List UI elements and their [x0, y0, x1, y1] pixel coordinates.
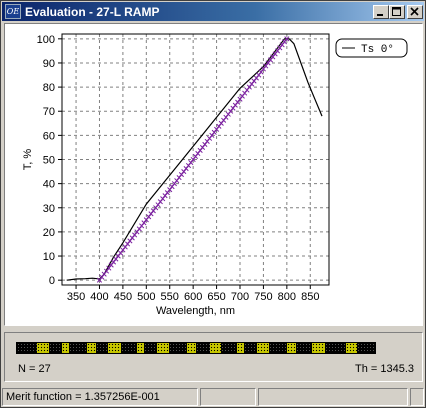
layer-segment	[295, 343, 313, 353]
plot-panel: 350 400 450 500 550 600 650 700 750 800 850 0 10 20 3…	[4, 23, 423, 326]
layer-segment	[196, 343, 211, 353]
y-tick-label: 40	[43, 179, 55, 191]
status-cell-3	[258, 388, 408, 406]
layer-segment	[17, 343, 38, 353]
y-axis-label: T, %	[22, 149, 34, 171]
layer-structure-bar[interactable]	[16, 342, 376, 354]
app-icon[interactable]: OE	[5, 4, 21, 19]
x-tick-label: 850	[301, 291, 319, 303]
layer-segment	[311, 343, 326, 353]
y-tick-label: 30	[43, 203, 55, 215]
y-tick-label: 10	[43, 251, 55, 263]
layer-segment	[236, 343, 245, 353]
layer-segment	[157, 343, 170, 353]
x-tick-label: 550	[161, 291, 179, 303]
x-tick-label: 650	[207, 291, 225, 303]
layer-segment	[62, 343, 70, 353]
x-tick-label: 350	[67, 291, 85, 303]
layer-segment	[345, 343, 358, 353]
layer-segment	[325, 343, 347, 353]
total-thickness: Th = 1345.3	[354, 363, 414, 375]
transmittance-chart[interactable]: 350 400 450 500 550 600 650 700 750 800 850 0 10 20 3…	[5, 24, 422, 325]
y-tick-label: 0	[49, 275, 55, 287]
y-tick-label: 80	[43, 82, 55, 94]
x-tick-label: 400	[90, 291, 108, 303]
maximize-icon	[392, 7, 401, 16]
target-marker	[284, 36, 290, 42]
layer-segment	[121, 343, 138, 353]
x-tick-label: 450	[114, 291, 132, 303]
layer-segment	[209, 343, 222, 353]
y-tick-label: 90	[43, 58, 55, 70]
layer-segment	[243, 343, 258, 353]
layer-segment	[268, 343, 288, 353]
y-tick-label: 50	[43, 155, 55, 167]
layer-segment	[48, 343, 63, 353]
status-cell-4	[410, 388, 424, 406]
x-tick-label: 600	[184, 291, 202, 303]
legend-entry: Ts 0°	[361, 44, 394, 56]
status-cell-2	[200, 388, 256, 406]
plot-frame	[61, 33, 330, 286]
title-bar[interactable]: OE Evaluation - 27-L RAMP	[2, 2, 424, 21]
layer-segment	[356, 343, 376, 353]
chart-grid	[62, 34, 329, 285]
y-axis-ticks: 0 10 20 30 40 50 60 70 80 90 100	[37, 34, 62, 287]
y-tick-label: 20	[43, 227, 55, 239]
x-axis-ticks: 350 400 450 500 550 600 650 700 750 800 850	[67, 285, 319, 303]
x-tick-label: 500	[137, 291, 155, 303]
layer-segment	[143, 343, 158, 353]
minimize-button[interactable]	[373, 5, 389, 19]
layer-segment	[220, 343, 238, 353]
layer-segment	[69, 343, 88, 353]
x-axis-label: Wavelength, nm	[156, 305, 235, 317]
layer-segment	[286, 343, 297, 353]
minimize-icon	[377, 14, 383, 16]
close-button[interactable]	[407, 5, 423, 19]
layer-segment	[96, 343, 109, 353]
layer-segment	[37, 343, 50, 353]
x-tick-label: 800	[278, 291, 296, 303]
layer-segment	[87, 343, 97, 353]
y-tick-label: 100	[37, 34, 55, 46]
close-icon	[410, 7, 419, 16]
layer-segment	[257, 343, 269, 353]
layer-count: N = 27	[18, 363, 51, 375]
design-info-panel: N = 27 Th = 1345.3	[4, 332, 423, 382]
maximize-button[interactable]	[389, 5, 405, 19]
layer-segment	[137, 343, 145, 353]
layer-segment	[168, 343, 188, 353]
x-tick-label: 700	[231, 291, 249, 303]
layer-segment	[186, 343, 197, 353]
series-line-ts0	[66, 38, 323, 281]
target-markers	[96, 36, 290, 283]
y-tick-label: 60	[43, 130, 55, 142]
legend[interactable]: Ts 0°	[335, 38, 408, 58]
status-bar: Merit function = 1.357256E-001	[2, 388, 424, 407]
y-tick-label: 70	[43, 106, 55, 118]
window-title: Evaluation - 27-L RAMP	[25, 5, 160, 19]
merit-function-status: Merit function = 1.357256E-001	[2, 388, 198, 406]
x-tick-label: 750	[254, 291, 272, 303]
layer-segment	[107, 343, 122, 353]
